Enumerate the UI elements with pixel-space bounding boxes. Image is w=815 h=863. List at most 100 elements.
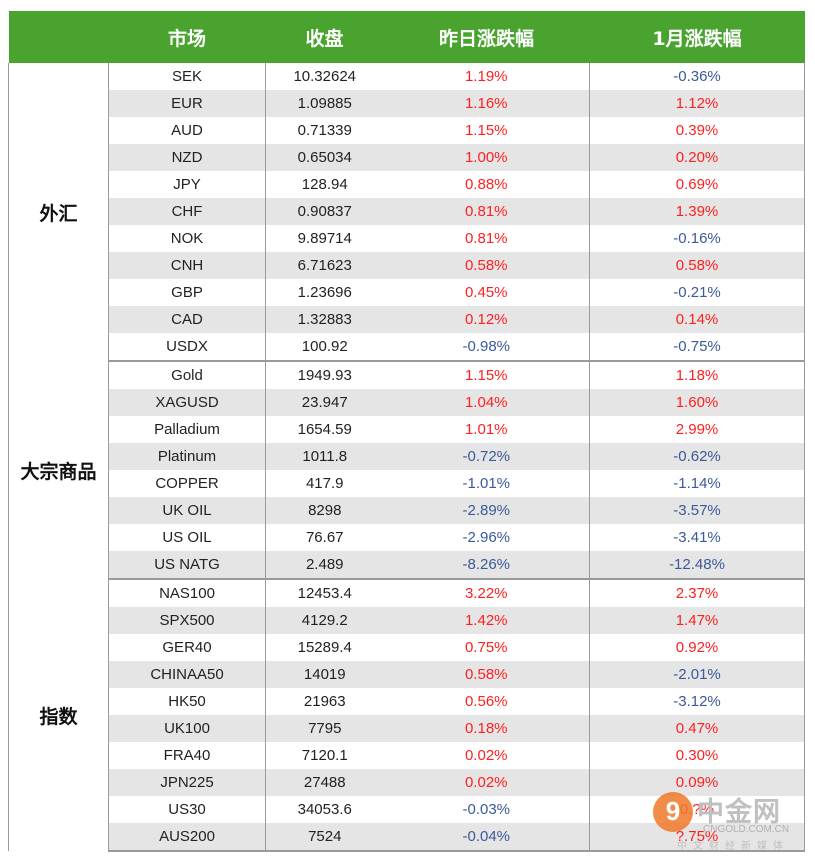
table-row: EUR 1.09885 1.16% 1.12% [9, 90, 805, 117]
daily-cell: 3.22% [383, 579, 590, 607]
header-category [8, 11, 109, 63]
close-cell: 76.67 [265, 524, 384, 551]
monthly-cell: ?.75% [589, 823, 805, 852]
close-cell: 1949.93 [265, 361, 384, 389]
daily-cell: -0.04% [383, 823, 590, 852]
market-cell: Gold [108, 361, 266, 389]
market-cell: CHINAA50 [108, 661, 266, 688]
table-row: SPX500 4129.2 1.42% 1.47% [9, 607, 805, 634]
section-label: 大宗商品 [8, 361, 109, 579]
market-cell: HK50 [108, 688, 266, 715]
watermark-name: 中金网 [697, 797, 781, 828]
daily-cell: 0.58% [383, 661, 590, 688]
monthly-cell: 1.47% [589, 607, 805, 634]
market-cell: SEK [108, 63, 266, 90]
market-cell: USDX [108, 333, 266, 362]
close-cell: 6.71623 [265, 252, 384, 279]
daily-cell: 0.88% [383, 171, 590, 198]
market-cell: XAGUSD [108, 389, 266, 416]
table-row: US NATG 2.489 -8.26% -12.48% [9, 551, 805, 580]
monthly-cell: -1.14% [589, 470, 805, 497]
monthly-cell: 0.47% [589, 715, 805, 742]
close-cell: 12453.4 [265, 579, 384, 607]
watermark-logo: 9 中金网 CNGOLD.COM.CN 中文财经新媒体 [653, 788, 813, 852]
table-row: US OIL 76.67 -2.96% -3.41% [9, 524, 805, 551]
close-cell: 21963 [265, 688, 384, 715]
market-cell: AUS200 [108, 823, 266, 852]
close-cell: 100.92 [265, 333, 384, 362]
market-cell: Platinum [108, 443, 266, 470]
daily-cell: -1.01% [383, 470, 590, 497]
table-row: 大宗商品 Gold 1949.93 1.15% 1.18% [8, 361, 805, 579]
market-cell: JPN225 [108, 769, 266, 796]
table-row: FRA40 7120.1 0.02% 0.30% [9, 742, 805, 769]
market-cell: JPY [108, 171, 266, 198]
table-row: HK50 21963 0.56% -3.12% [9, 688, 805, 715]
monthly-cell: 0.20% [589, 144, 805, 171]
table-row: COPPER 417.9 -1.01% -1.14% [9, 470, 805, 497]
table-row: Platinum 1011.8 -0.72% -0.62% [9, 443, 805, 470]
close-cell: 1.32883 [265, 306, 384, 333]
table-row: 指数 NAS100 12453.4 3.22% 2.37% [8, 579, 805, 851]
monthly-cell: 0.09% [589, 769, 805, 796]
market-cell: SPX500 [108, 607, 266, 634]
monthly-cell: 1.60% [589, 389, 805, 416]
watermark-subtitle: 中文财经新媒体 [677, 841, 789, 852]
header-monthly-change: 1月涨跌幅 [589, 11, 805, 63]
monthly-cell: -3.41% [589, 524, 805, 551]
table-row: Palladium 1654.59 1.01% 2.99% [9, 416, 805, 443]
table-row: CHF 0.90837 0.81% 1.39% [9, 198, 805, 225]
monthly-cell: -0.36% [589, 63, 805, 90]
monthly-cell: 1.18% [589, 361, 805, 389]
logo-icon: 9 [653, 792, 693, 832]
table-row: UK100 7795 0.18% 0.47% [9, 715, 805, 742]
close-cell: 10.32624 [265, 63, 384, 90]
table-row: UK OIL 8298 -2.89% -3.57% [9, 497, 805, 524]
daily-cell: 0.56% [383, 688, 590, 715]
daily-cell: 1.04% [383, 389, 590, 416]
monthly-cell: -2.01% [589, 661, 805, 688]
daily-cell: 0.45% [383, 279, 590, 306]
monthly-cell: -3.12% [589, 688, 805, 715]
daily-cell: -2.96% [383, 524, 590, 551]
table-row: CAD 1.32883 0.12% 0.14% [9, 306, 805, 333]
daily-cell: 0.02% [383, 742, 590, 769]
daily-cell: -0.72% [383, 443, 590, 470]
daily-cell: 1.19% [383, 63, 590, 90]
daily-cell: 0.18% [383, 715, 590, 742]
table-row: GER40 15289.4 0.75% 0.92% [9, 634, 805, 661]
market-cell: CNH [108, 252, 266, 279]
section-label: 外汇 [8, 63, 109, 361]
monthly-cell: 0.39% [589, 117, 805, 144]
close-cell: 417.9 [265, 470, 384, 497]
daily-cell: 1.15% [383, 117, 590, 144]
monthly-cell: 0.92% [589, 634, 805, 661]
close-cell: 1654.59 [265, 416, 384, 443]
market-cell: FRA40 [108, 742, 266, 769]
market-cell: UK OIL [108, 497, 266, 524]
daily-cell: 0.02% [383, 769, 590, 796]
daily-cell: 0.81% [383, 198, 590, 225]
table-row: 外汇 SEK 10.32624 1.19% -0.36% [8, 63, 805, 361]
monthly-cell: 2.99% [589, 416, 805, 443]
table-row: NZD 0.65034 1.00% 0.20% [9, 144, 805, 171]
close-cell: 23.947 [265, 389, 384, 416]
close-cell: 15289.4 [265, 634, 384, 661]
table-row: AUD 0.71339 1.15% 0.39% [9, 117, 805, 144]
daily-cell: 1.42% [383, 607, 590, 634]
table-row: USDX 100.92 -0.98% -0.75% [9, 333, 805, 362]
close-cell: 1.23696 [265, 279, 384, 306]
monthly-cell: 1.12% [589, 90, 805, 117]
close-cell: 128.94 [265, 171, 384, 198]
market-cell: US NATG [108, 551, 266, 580]
daily-cell: 0.75% [383, 634, 590, 661]
daily-cell: 0.12% [383, 306, 590, 333]
table-row: JPY 128.94 0.88% 0.69% [9, 171, 805, 198]
close-cell: 7795 [265, 715, 384, 742]
monthly-cell: -0.21% [589, 279, 805, 306]
close-cell: 34053.6 [265, 796, 384, 823]
monthly-cell: -0.62% [589, 443, 805, 470]
daily-cell: 0.81% [383, 225, 590, 252]
table-row: GBP 1.23696 0.45% -0.21% [9, 279, 805, 306]
daily-cell: 1.15% [383, 361, 590, 389]
